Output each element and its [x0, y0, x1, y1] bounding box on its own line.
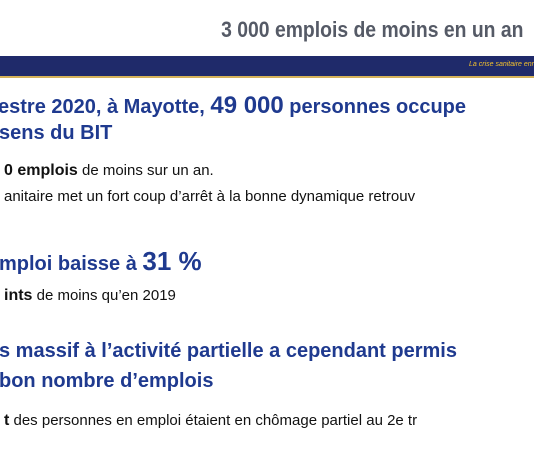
section-3-bullet-bold: t: [4, 412, 10, 429]
slide-title: 3 000 emplois de moins en un an: [221, 17, 524, 42]
section-1-heading-line2: sens du BIT: [0, 122, 113, 144]
section-1-heading-pre: estre 2020, à Mayotte,: [0, 96, 211, 118]
section-2-heading: mploi baisse à 31 %: [0, 246, 202, 277]
section-3-heading-line2: bon nombre d’emplois: [0, 370, 214, 392]
section-1-bullet-2: anitaire met un fort coup d’arrêt à la b…: [4, 188, 416, 205]
gold-divider: [0, 76, 534, 78]
section-1-bullet-1-rest: de moins sur un an.: [77, 162, 214, 179]
section-3-bullet-rest: des personnes en emploi étaient en chôma…: [9, 412, 418, 429]
section-2-heading-pre: mploi baisse à: [0, 253, 143, 275]
section-1-bullet-1-bold: 0 emplois: [4, 162, 78, 179]
section-3-heading-line1: s massif à l’activité partielle a cepend…: [0, 340, 457, 362]
section-1-heading-line1: estre 2020, à Mayotte, 49 000 personnes …: [0, 92, 466, 120]
section-2-bullet: ints de moins qu’en 2019: [4, 287, 176, 305]
header-band: La crise sanitaire enr: [0, 56, 534, 76]
section-1-bullet-1: 0 emplois de moins sur un an.: [4, 162, 214, 180]
band-caption: La crise sanitaire enr: [469, 61, 534, 68]
section-1-heading-figure: 49 000: [210, 92, 284, 119]
section-1-heading-post: personnes occupe: [283, 96, 467, 118]
section-2-heading-figure: 31 %: [142, 246, 202, 276]
section-2-bullet-bold: ints: [4, 287, 33, 304]
section-3-bullet: t des personnes en emploi étaient en chô…: [4, 412, 417, 430]
section-2-bullet-rest: de moins qu’en 2019: [32, 287, 176, 304]
